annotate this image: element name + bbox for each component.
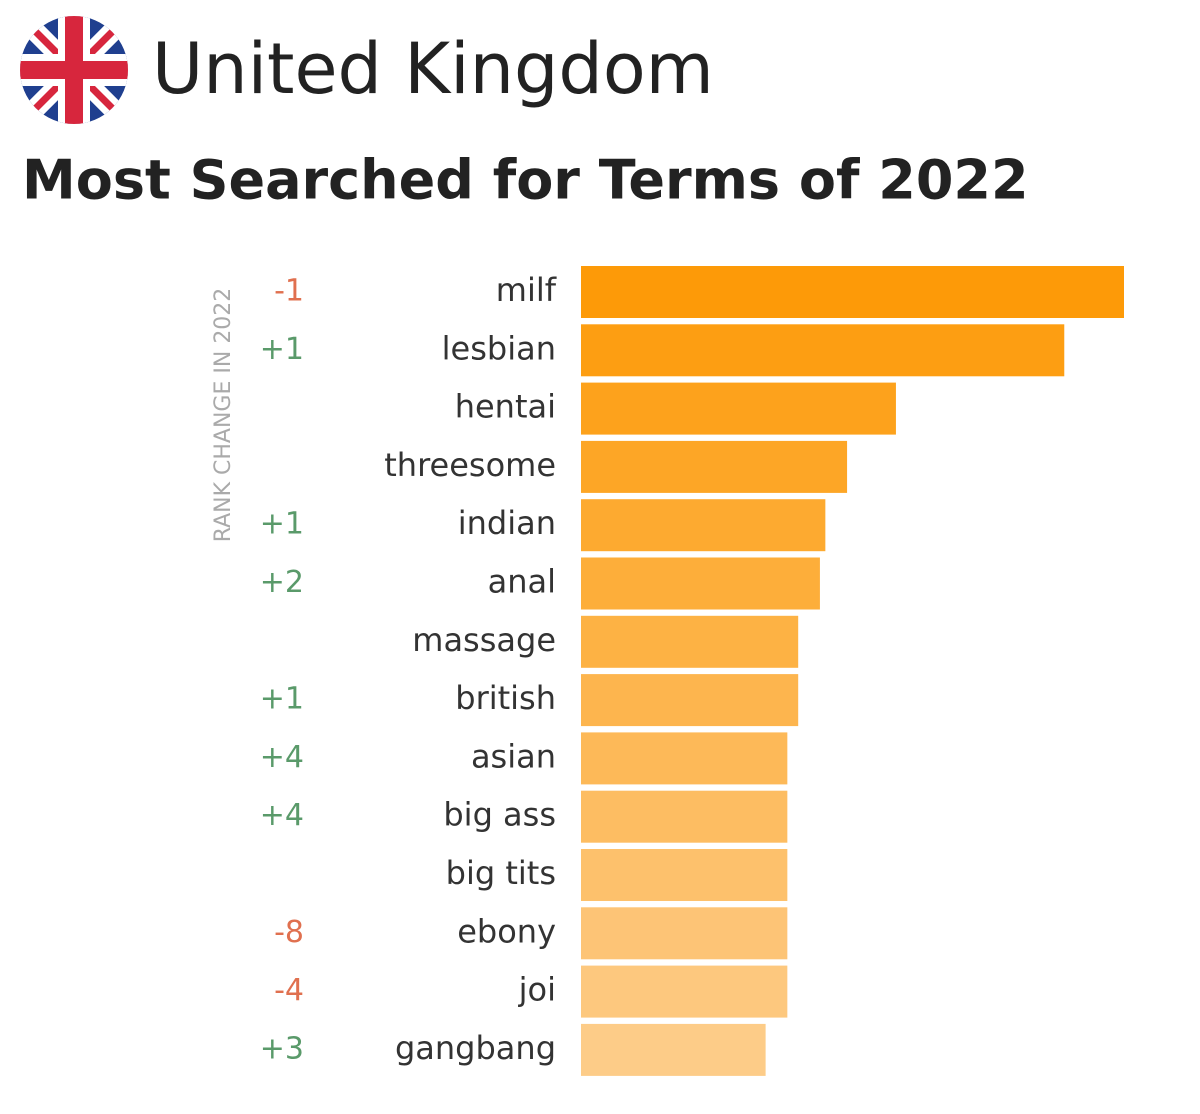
rank-change: +2 <box>260 565 304 600</box>
bar <box>581 324 1065 377</box>
category-label: gangbang <box>395 1029 556 1067</box>
category-label: lesbian <box>442 329 556 367</box>
flag-icon <box>20 16 128 124</box>
category-label: milf <box>496 271 557 309</box>
category-label: asian <box>471 737 556 775</box>
bar <box>581 732 788 785</box>
rank-change: -4 <box>274 973 304 1008</box>
rank-change: -1 <box>274 274 304 309</box>
rank-change: +1 <box>260 332 304 367</box>
rank-change: -8 <box>274 915 304 950</box>
bar <box>581 674 799 727</box>
bar <box>581 790 788 843</box>
bar <box>581 440 848 493</box>
rank-change: +1 <box>260 507 304 542</box>
category-label: anal <box>488 563 556 601</box>
bar <box>581 1023 766 1076</box>
bar <box>581 382 896 435</box>
chart-title: United Kingdom <box>152 28 714 110</box>
category-label: joi <box>518 971 556 1009</box>
bar <box>581 499 826 552</box>
bar <box>581 965 788 1018</box>
bar <box>581 615 799 668</box>
bar <box>581 557 820 610</box>
category-label: big tits <box>446 854 556 892</box>
rank-change: +4 <box>260 798 304 833</box>
category-label: indian <box>458 504 556 542</box>
rank-change: +4 <box>260 740 304 775</box>
bar <box>581 907 788 960</box>
category-label: british <box>455 679 556 717</box>
rank-change: +1 <box>260 682 304 717</box>
category-label: big ass <box>443 796 556 834</box>
chart-subtitle: Most Searched for Terms of 2022 <box>22 149 1029 212</box>
bar <box>581 849 788 901</box>
category-label: massage <box>412 621 556 659</box>
category-label: threesome <box>384 446 556 484</box>
rank-change: +3 <box>260 1031 304 1066</box>
category-label: hentai <box>455 388 556 426</box>
bar <box>581 266 1124 318</box>
category-label: ebony <box>457 912 556 950</box>
rank-change-label: RANK CHANGE IN 2022 <box>211 288 236 543</box>
